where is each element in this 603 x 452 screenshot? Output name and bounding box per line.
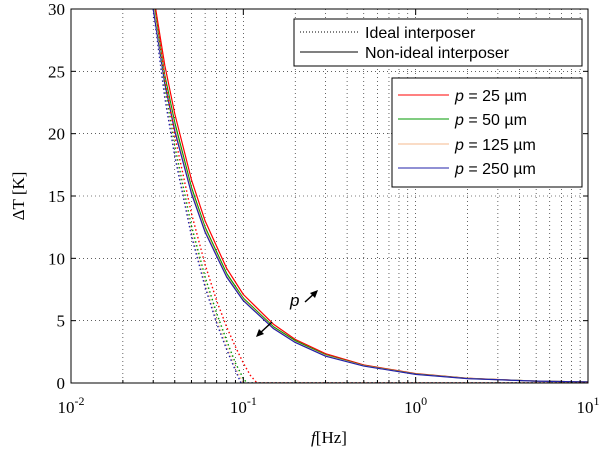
series-line-4 (154, 9, 588, 383)
x-tick-label: 10-2 (58, 394, 85, 417)
series-line-5 (153, 9, 588, 383)
pitch-legend-label-50: p = 50 µm (454, 112, 527, 129)
pitch-legend: p = 25 µm p = 50 µm p = 125 µm p = 250 µ… (391, 77, 583, 188)
x-tick-label: 100 (404, 394, 427, 417)
style-legend-label-nonideal: Non-ideal interposer (365, 45, 510, 62)
style-legend: Ideal interposer Non-ideal interposer (293, 18, 583, 67)
x-axis-variable: f (311, 428, 318, 447)
x-tick-label: 101 (577, 394, 600, 417)
style-legend-label-ideal: Ideal interposer (365, 25, 476, 42)
series-line-7 (152, 9, 588, 383)
x-axis-unit: [Hz] (316, 428, 347, 447)
y-tick-label: 20 (48, 125, 65, 144)
series-line-3 (152, 9, 588, 383)
pitch-arrowhead-down-left (256, 329, 264, 337)
style-legend-box (293, 18, 583, 67)
y-tick-label: 0 (57, 374, 66, 393)
x-tick-label: 10-1 (230, 394, 257, 417)
ticks: 0 5 10 15 20 25 30 10-2 10-1 100 101 (48, 0, 600, 417)
pitch-legend-label-25: p = 25 µm (454, 88, 527, 105)
pitch-annotation-label: p (289, 291, 299, 310)
pitch-legend-label-250: p = 250 µm (454, 161, 536, 178)
series-layer (152, 9, 588, 383)
y-tick-label: 15 (48, 187, 65, 206)
pitch-legend-box (391, 77, 583, 188)
y-tick-label: 25 (48, 62, 65, 81)
pitch-annotation: p (256, 290, 318, 337)
y-tick-label: 5 (57, 312, 66, 331)
y-tick-label: 10 (48, 249, 65, 268)
pitch-legend-label-125: p = 125 µm (454, 137, 536, 154)
y-tick-label: 30 (48, 0, 65, 19)
y-axis-label: ΔT [K] (9, 172, 28, 221)
x-axis-label: f[Hz] (311, 428, 347, 447)
pitch-arrowhead-up-right (310, 290, 318, 298)
